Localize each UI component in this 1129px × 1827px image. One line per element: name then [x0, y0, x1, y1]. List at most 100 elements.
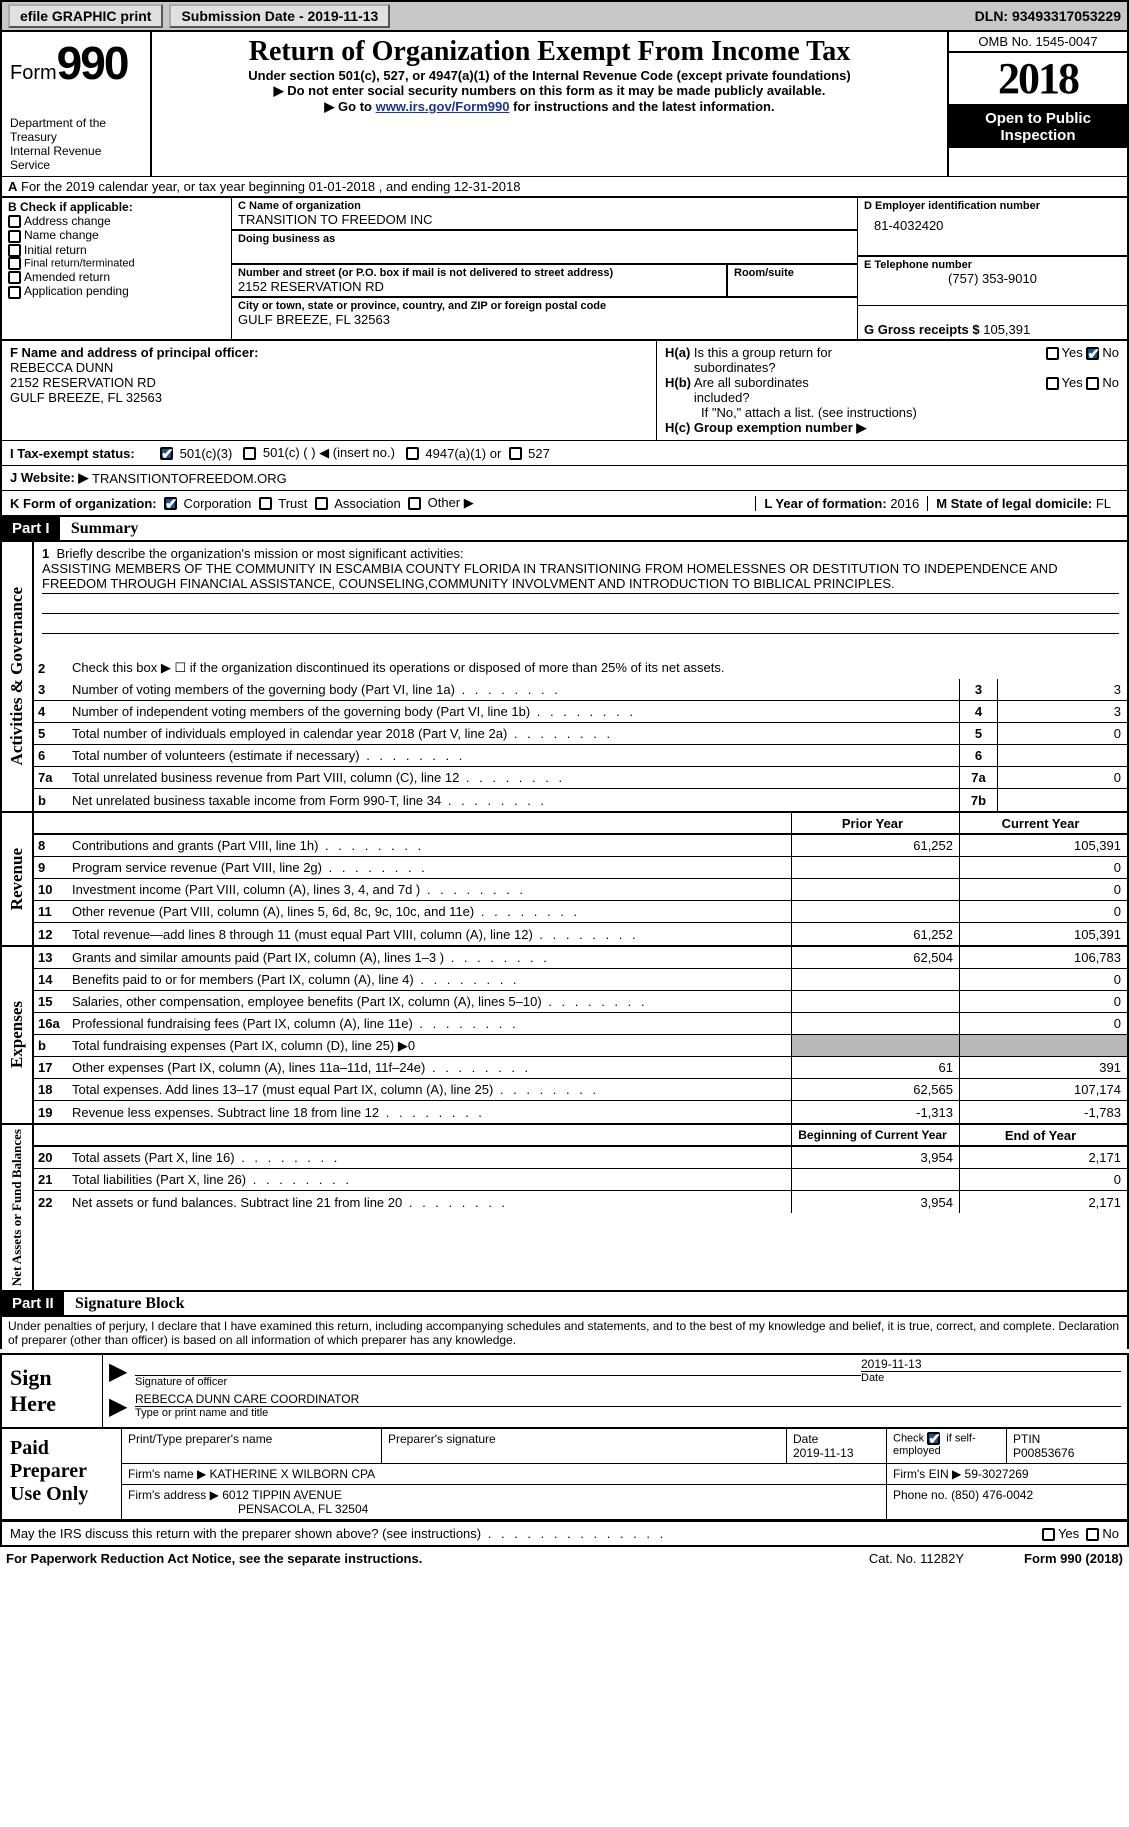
website-row: J Website: ▶ TRANSITIONTOFREEDOM.ORG — [0, 466, 1129, 491]
yes-label-2: Yes — [1062, 375, 1083, 390]
preparer-label: Paid Preparer Use Only — [2, 1429, 122, 1519]
identity-section: B Check if applicable: Address change Na… — [0, 198, 1129, 341]
line-20: 20Total assets (Part X, line 16)3,9542,1… — [34, 1147, 1127, 1169]
firm-addr2: PENSACOLA, FL 32504 — [128, 1502, 368, 1516]
line-11: 11Other revenue (Part VIII, column (A), … — [34, 901, 1127, 923]
final-return-checkbox[interactable] — [8, 257, 21, 270]
initial-return-checkbox[interactable] — [8, 244, 21, 257]
l-value: 2016 — [890, 496, 919, 511]
gov-line-b: bNet unrelated business taxable income f… — [34, 789, 1127, 811]
line-b: bTotal fundraising expenses (Part IX, co… — [34, 1035, 1127, 1057]
form-number: 990 — [57, 37, 128, 89]
ha-yes-checkbox[interactable] — [1046, 347, 1059, 360]
row-a-text: For the 2019 calendar year, or tax year … — [21, 179, 520, 194]
topbar: efile GRAPHIC print Submission Date - 20… — [0, 0, 1129, 32]
4947-checkbox[interactable] — [406, 447, 419, 460]
m-value: FL — [1096, 496, 1111, 511]
sign-here-section: Sign Here ▶ Signature of officer 2019-11… — [0, 1353, 1129, 1429]
hb-note: If "No," attach a list. (see instruction… — [665, 405, 1119, 420]
firm-name-value: KATHERINE X WILBORN CPA — [210, 1467, 376, 1481]
line-22: 22Net assets or fund balances. Subtract … — [34, 1191, 1127, 1213]
prep-h3: Date — [793, 1432, 818, 1446]
application-pending-checkbox[interactable] — [8, 286, 21, 299]
ha-no-checkbox[interactable] — [1086, 347, 1099, 360]
k-l-m-row: K Form of organization: Corporation Trus… — [0, 491, 1129, 517]
governance-section: Activities & Governance 1 Briefly descri… — [0, 540, 1129, 813]
line-13: 13Grants and similar amounts paid (Part … — [34, 947, 1127, 969]
tax-year: 2018 — [949, 53, 1127, 106]
efile-print-button[interactable]: efile GRAPHIC print — [8, 4, 163, 28]
self-employed-checkbox[interactable] — [927, 1432, 940, 1445]
address-change-checkbox[interactable] — [8, 215, 21, 228]
amended-return-checkbox[interactable] — [8, 271, 21, 284]
527-checkbox[interactable] — [509, 447, 522, 460]
line-12: 12Total revenue—add lines 8 through 11 (… — [34, 923, 1127, 945]
application-pending-label: Application pending — [24, 284, 129, 298]
prior-year-header: Prior Year — [791, 813, 959, 833]
dln-label: DLN: 93493317053229 — [975, 8, 1121, 24]
col-b-checkboxes: B Check if applicable: Address change Na… — [2, 198, 232, 339]
501c-checkbox[interactable] — [243, 447, 256, 460]
line-8: 8Contributions and grants (Part VIII, li… — [34, 835, 1127, 857]
officer-street: 2152 RESERVATION RD — [10, 375, 648, 390]
org-name-label: C Name of organization — [238, 200, 851, 212]
submission-date-button[interactable]: Submission Date - 2019-11-13 — [169, 4, 390, 28]
yes-label: Yes — [1062, 345, 1083, 360]
line-9: 9Program service revenue (Part VIII, lin… — [34, 857, 1127, 879]
4947-label: 4947(a)(1) or — [425, 446, 501, 461]
part2-badge: Part II — [2, 1292, 64, 1315]
tax-exempt-row: I Tax-exempt status: 501(c)(3) 501(c) ( … — [0, 441, 1129, 466]
line-18: 18Total expenses. Add lines 13–17 (must … — [34, 1079, 1127, 1101]
k-label: K Form of organization: — [10, 496, 157, 511]
dba-label: Doing business as — [238, 233, 851, 245]
line-17: 17Other expenses (Part IX, column (A), l… — [34, 1057, 1127, 1079]
hb-no-checkbox[interactable] — [1086, 377, 1099, 390]
mission-text: ASSISTING MEMBERS OF THE COMMUNITY IN ES… — [42, 561, 1058, 591]
street-label: Number and street (or P.O. box if mail i… — [238, 267, 720, 279]
row-a-tax-year: A For the 2019 calendar year, or tax yea… — [0, 176, 1129, 198]
other-checkbox[interactable] — [408, 497, 421, 510]
name-change-label: Name change — [24, 228, 99, 242]
association-checkbox[interactable] — [315, 497, 328, 510]
street-value: 2152 RESERVATION RD — [238, 279, 720, 294]
open-public-badge: Open to Public Inspection — [949, 106, 1127, 148]
m-label: M State of legal domicile: — [936, 496, 1096, 511]
form-word: Form — [10, 62, 57, 84]
ein-label: D Employer identification number — [864, 200, 1121, 212]
hb-yes-checkbox[interactable] — [1046, 377, 1059, 390]
form-subtitle: Under section 501(c), 527, or 4947(a)(1)… — [162, 68, 937, 83]
501c3-checkbox[interactable] — [160, 447, 173, 460]
address-change-label: Address change — [24, 214, 111, 228]
goto-post: for instructions and the latest informat… — [509, 99, 774, 114]
city-value: GULF BREEZE, FL 32563 — [238, 312, 851, 327]
revenue-vlabel: Revenue — [5, 844, 29, 914]
line1-label: Briefly describe the organization's miss… — [56, 546, 463, 561]
end-year-header: End of Year — [959, 1125, 1127, 1145]
instructions-link[interactable]: www.irs.gov/Form990 — [376, 99, 510, 114]
beg-year-header: Beginning of Current Year — [791, 1125, 959, 1145]
discuss-no-checkbox[interactable] — [1086, 1528, 1099, 1541]
l-label: L Year of formation: — [764, 496, 890, 511]
revenue-section: Revenue Prior Year Current Year 8Contrib… — [0, 813, 1129, 947]
department-label: Department of the Treasury Internal Reve… — [10, 116, 142, 172]
firm-name-label: Firm's name ▶ — [128, 1467, 206, 1481]
corporation-checkbox[interactable] — [164, 497, 177, 510]
sig-name-label: Type or print name and title — [135, 1406, 1121, 1419]
trust-checkbox[interactable] — [259, 497, 272, 510]
form-title: Return of Organization Exempt From Incom… — [162, 36, 937, 68]
irs-discuss-row: May the IRS discuss this return with the… — [0, 1521, 1129, 1547]
netassets-section: Net Assets or Fund Balances Beginning of… — [0, 1125, 1129, 1292]
sig-officer-label: Signature of officer — [135, 1375, 861, 1388]
officer-group-row: F Name and address of principal officer:… — [0, 341, 1129, 441]
line1-num: 1 — [42, 546, 49, 561]
discuss-yes-checkbox[interactable] — [1042, 1528, 1055, 1541]
part2-title: Signature Block — [67, 1295, 185, 1312]
sig-name-value: REBECCA DUNN CARE COORDINATOR — [135, 1392, 1121, 1406]
527-label: 527 — [528, 446, 550, 461]
org-name-value: TRANSITION TO FREEDOM INC — [238, 212, 851, 227]
irs-discuss-text: May the IRS discuss this return with the… — [10, 1526, 666, 1541]
gov-line-6: 6Total number of volunteers (estimate if… — [34, 745, 1127, 767]
part1-title: Summary — [63, 520, 139, 537]
name-change-checkbox[interactable] — [8, 230, 21, 243]
prep-date: 2019-11-13 — [793, 1446, 854, 1460]
